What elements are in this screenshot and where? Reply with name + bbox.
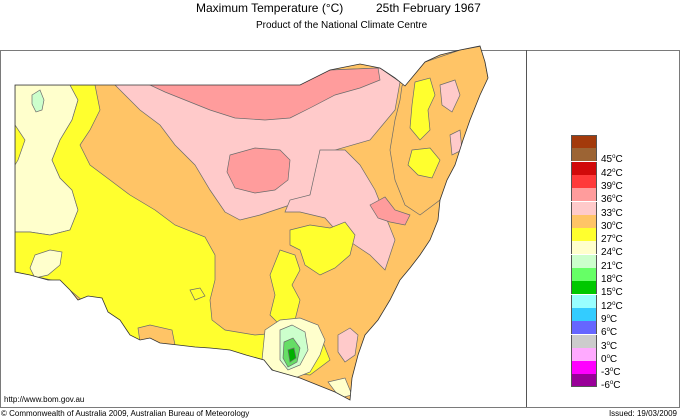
legend-swatch (571, 241, 597, 255)
legend-label: 33oC (601, 207, 623, 219)
legend-swatch (571, 347, 597, 361)
legend-label: 21oC (601, 260, 623, 272)
legend-label: -6oC (601, 380, 621, 392)
legend-label: 30oC (601, 220, 623, 232)
legend-swatch (571, 135, 597, 148)
legend-swatch (571, 174, 597, 188)
legend-label: -3oC (601, 367, 621, 379)
legend-divider (526, 50, 527, 407)
legend-label: 6oC (601, 327, 618, 339)
legend-label: 24oC (601, 247, 623, 259)
legend-label: 0oC (601, 353, 618, 365)
legend-swatch (571, 188, 597, 202)
legend-swatch (571, 254, 597, 268)
legend-swatch (571, 321, 597, 335)
subtitle: Product of the National Climate Centre (256, 20, 428, 31)
legend-label: 39oC (601, 180, 623, 192)
legend-label: 15oC (601, 287, 623, 299)
legend-label: 3oC (601, 340, 618, 352)
legend-swatch (571, 307, 597, 321)
legend-swatch (571, 201, 597, 215)
legend-label: 45oC (601, 154, 623, 166)
state-border (14, 45, 489, 401)
title-text: Maximum Temperature (°C) (196, 1, 344, 15)
legend-swatch (571, 148, 597, 162)
legend-label: 36oC (601, 194, 623, 206)
legend-label: 9oC (601, 313, 618, 325)
legend-swatch (571, 361, 597, 375)
legend-swatch (571, 214, 597, 228)
temperature-map (14, 45, 489, 401)
legend-swatch (571, 161, 597, 175)
legend-label: 42oC (601, 167, 623, 179)
legend-swatch (571, 374, 597, 388)
legend-swatch (571, 268, 597, 281)
legend-label: 18oC (601, 274, 623, 285)
legend-label: 27oC (601, 234, 623, 246)
legend-swatch (571, 294, 597, 308)
website-url[interactable]: http://www.bom.gov.au (4, 395, 85, 404)
legend-swatch (571, 281, 597, 295)
issued-date: Issued: 19/03/2009 (608, 409, 677, 418)
legend-label: 12oC (601, 300, 623, 312)
copyright-text: © Commonwealth of Australia 2009, Austra… (1, 409, 250, 418)
legend-swatch (571, 334, 597, 348)
title-date: 25th February 1967 (376, 1, 481, 15)
legend-swatch (571, 228, 597, 242)
chart-title: Maximum Temperature (°C) 25th February 1… (0, 1, 680, 19)
